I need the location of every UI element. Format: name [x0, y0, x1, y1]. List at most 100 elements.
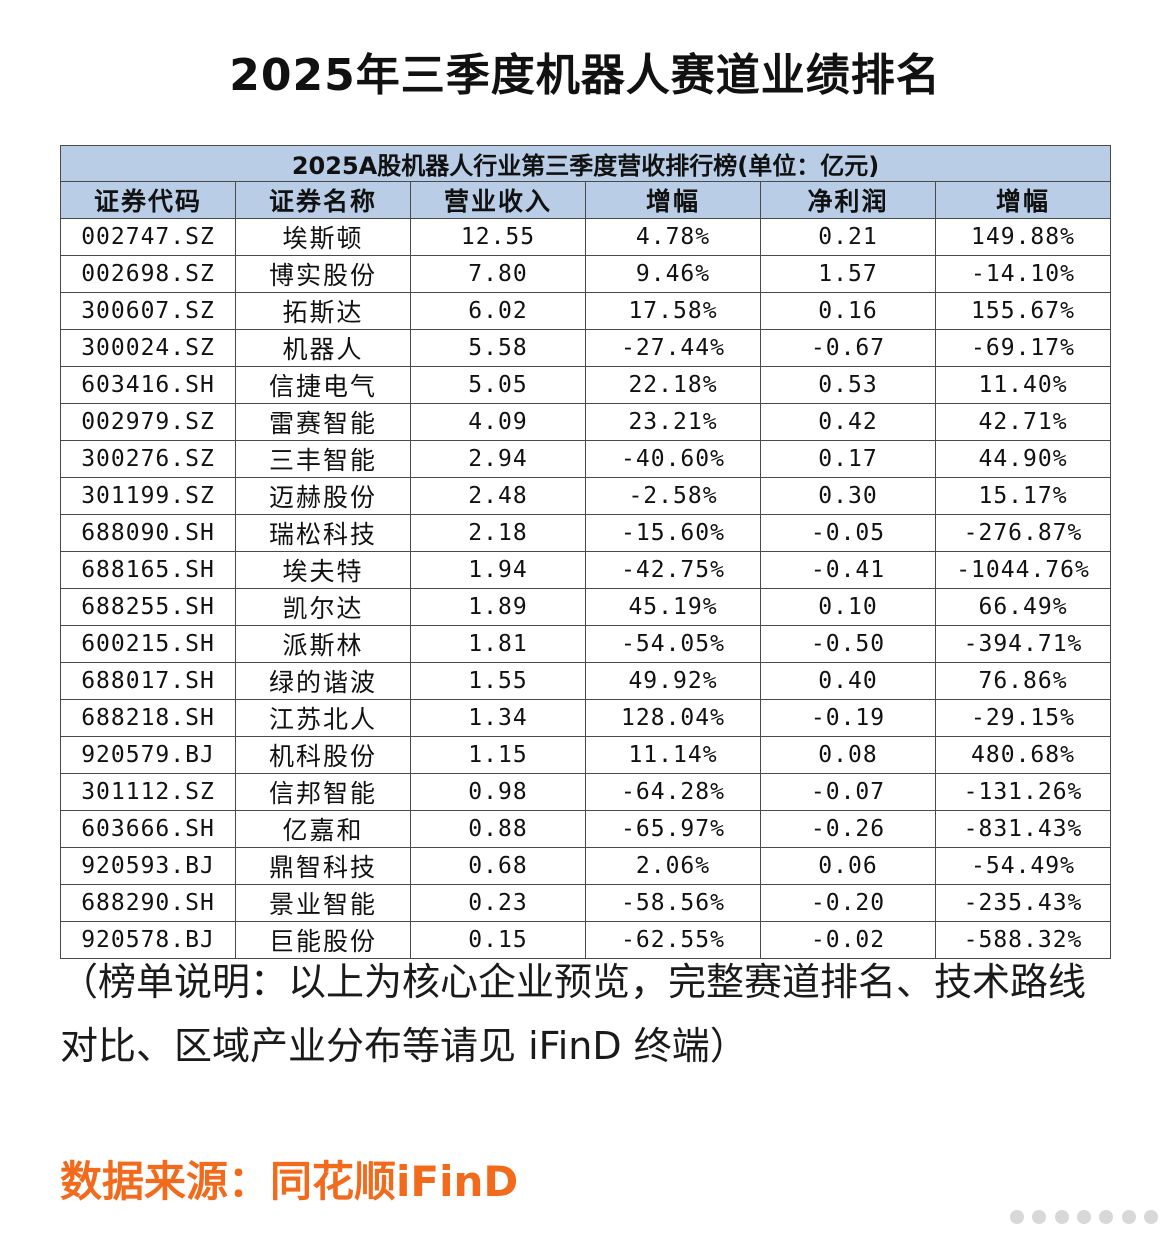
cell-revenue-growth: -27.44%	[585, 329, 761, 367]
cell-code: 688290.SH	[60, 884, 236, 922]
cell-name: 雷赛智能	[235, 403, 411, 441]
cell-name: 江苏北人	[235, 699, 411, 737]
cell-revenue-growth: 49.92%	[585, 662, 761, 700]
table-row: 002698.SZ 博实股份 7.80 9.46% 1.57 -14.10%	[60, 255, 1112, 293]
cell-name: 拓斯达	[235, 292, 411, 330]
cell-revenue: 0.15	[410, 921, 586, 959]
column-header-profit-growth: 增幅	[934, 181, 1112, 219]
cell-name: 瑞松科技	[235, 514, 411, 552]
cell-revenue-growth: 22.18%	[585, 366, 761, 404]
cell-code: 688165.SH	[60, 551, 236, 589]
cell-net-profit: 0.06	[760, 847, 936, 885]
column-header-code: 证券代码	[60, 181, 236, 219]
cell-net-profit: 0.17	[760, 440, 936, 478]
cell-code: 002979.SZ	[60, 403, 236, 441]
table-row: 600215.SH 派斯林 1.81 -54.05% -0.50 -394.71%	[60, 625, 1112, 663]
table-row: 603666.SH 亿嘉和 0.88 -65.97% -0.26 -831.43%	[60, 810, 1112, 848]
cell-net-profit: -0.19	[760, 699, 936, 737]
cell-profit-growth: -1044.76%	[934, 551, 1112, 589]
cell-net-profit: -0.02	[760, 921, 936, 959]
cell-revenue: 7.80	[410, 255, 586, 293]
table-row: 688218.SH 江苏北人 1.34 128.04% -0.19 -29.15%	[60, 699, 1112, 737]
cell-net-profit: -0.67	[760, 329, 936, 367]
dot-icon	[1076, 1210, 1091, 1224]
cell-profit-growth: -131.26%	[934, 773, 1112, 811]
cell-revenue-growth: -54.05%	[585, 625, 761, 663]
column-header-name: 证券名称	[235, 181, 411, 219]
cell-profit-growth: -14.10%	[934, 255, 1112, 293]
table-row: 920593.BJ 鼎智科技 0.68 2.06% 0.06 -54.49%	[60, 847, 1112, 885]
table-row: 920578.BJ 巨能股份 0.15 -62.55% -0.02 -588.32%	[60, 921, 1112, 959]
table-row: 688255.SH 凯尔达 1.89 45.19% 0.10 66.49%	[60, 588, 1112, 626]
cell-code: 002698.SZ	[60, 255, 236, 293]
cell-name: 绿的谐波	[235, 662, 411, 700]
cell-net-profit: -0.07	[760, 773, 936, 811]
cell-name: 凯尔达	[235, 588, 411, 626]
dot-icon	[1054, 1210, 1069, 1224]
cell-code: 688017.SH	[60, 662, 236, 700]
cell-revenue: 1.89	[410, 588, 586, 626]
cell-name: 亿嘉和	[235, 810, 411, 848]
cell-net-profit: 0.08	[760, 736, 936, 774]
ranking-table: 2025A股机器人行业第三季度营收排行榜(单位：亿元) 证券代码 证券名称 营业…	[59, 145, 1112, 959]
cell-revenue-growth: -42.75%	[585, 551, 761, 589]
table-row: 920579.BJ 机科股份 1.15 11.14% 0.08 480.68%	[60, 736, 1112, 774]
cell-revenue: 5.58	[410, 329, 586, 367]
cell-revenue-growth: 128.04%	[585, 699, 761, 737]
table-caption: 2025A股机器人行业第三季度营收排行榜(单位：亿元)	[59, 145, 1112, 182]
cell-profit-growth: 480.68%	[934, 736, 1112, 774]
cell-net-profit: 1.57	[760, 255, 936, 293]
cell-profit-growth: -276.87%	[934, 514, 1112, 552]
cell-code: 300024.SZ	[60, 329, 236, 367]
cell-revenue-growth: -2.58%	[585, 477, 761, 515]
table-row: 300276.SZ 三丰智能 2.94 -40.60% 0.17 44.90%	[60, 440, 1112, 478]
cell-profit-growth: -69.17%	[934, 329, 1112, 367]
cell-code: 301199.SZ	[60, 477, 236, 515]
cell-profit-growth: 42.71%	[934, 403, 1112, 441]
cell-net-profit: -0.05	[760, 514, 936, 552]
cell-net-profit: -0.26	[760, 810, 936, 848]
cell-profit-growth: 76.86%	[934, 662, 1112, 700]
cell-profit-growth: -235.43%	[934, 884, 1112, 922]
dot-icon	[1099, 1210, 1114, 1224]
cell-name: 信邦智能	[235, 773, 411, 811]
table-row: 301112.SZ 信邦智能 0.98 -64.28% -0.07 -131.26%	[60, 773, 1112, 811]
table-row: 301199.SZ 迈赫股份 2.48 -2.58% 0.30 15.17%	[60, 477, 1112, 515]
cell-revenue: 12.55	[410, 218, 586, 256]
cell-net-profit: 0.10	[760, 588, 936, 626]
cell-code: 920593.BJ	[60, 847, 236, 885]
cell-profit-growth: -29.15%	[934, 699, 1112, 737]
cell-name: 博实股份	[235, 255, 411, 293]
cell-revenue-growth: 11.14%	[585, 736, 761, 774]
cell-profit-growth: 155.67%	[934, 292, 1112, 330]
cell-profit-growth: 149.88%	[934, 218, 1112, 256]
cell-code: 688090.SH	[60, 514, 236, 552]
table-row: 688290.SH 景业智能 0.23 -58.56% -0.20 -235.43%	[60, 884, 1112, 922]
cell-net-profit: 0.16	[760, 292, 936, 330]
table-row: 603416.SH 信捷电气 5.05 22.18% 0.53 11.40%	[60, 366, 1112, 404]
cell-revenue: 1.81	[410, 625, 586, 663]
cell-name: 派斯林	[235, 625, 411, 663]
cell-revenue: 6.02	[410, 292, 586, 330]
dot-icon	[1010, 1210, 1024, 1224]
cell-code: 002747.SZ	[60, 218, 236, 256]
column-header-net-profit: 净利润	[760, 181, 936, 219]
cell-revenue: 0.98	[410, 773, 586, 811]
cell-revenue: 2.18	[410, 514, 586, 552]
cell-revenue-growth: 9.46%	[585, 255, 761, 293]
cell-code: 301112.SZ	[60, 773, 236, 811]
cell-name: 巨能股份	[235, 921, 411, 959]
cell-profit-growth: 11.40%	[934, 366, 1112, 404]
cell-profit-growth: 15.17%	[934, 477, 1112, 515]
cell-revenue-growth: -58.56%	[585, 884, 761, 922]
cell-revenue: 2.48	[410, 477, 586, 515]
cell-net-profit: -0.50	[760, 625, 936, 663]
more-dots-icon	[1010, 1206, 1158, 1228]
table-caption-row: 2025A股机器人行业第三季度营收排行榜(单位：亿元)	[59, 145, 1112, 182]
cell-code: 920578.BJ	[60, 921, 236, 959]
table-row: 300607.SZ 拓斯达 6.02 17.58% 0.16 155.67%	[60, 292, 1112, 330]
cell-name: 埃夫特	[235, 551, 411, 589]
cell-profit-growth: -394.71%	[934, 625, 1112, 663]
cell-profit-growth: 66.49%	[934, 588, 1112, 626]
cell-revenue-growth: 17.58%	[585, 292, 761, 330]
